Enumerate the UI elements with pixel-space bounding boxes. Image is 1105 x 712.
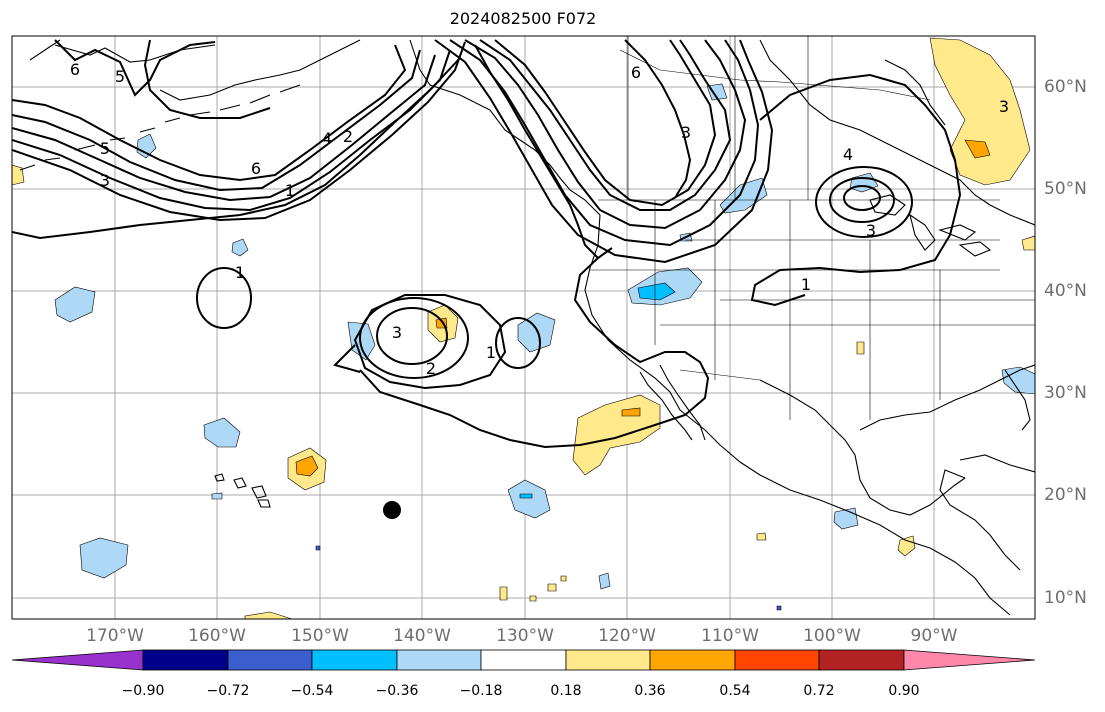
colorbar-segment xyxy=(818,649,905,671)
longitude-label: 120°W xyxy=(598,626,656,646)
contour-label: 1 xyxy=(486,343,496,362)
contour-label: 3 xyxy=(999,97,1009,116)
contour-label: 6 xyxy=(251,159,261,178)
longitude-label: 110°W xyxy=(701,626,759,646)
colorbar-extend-min xyxy=(11,649,144,671)
contour-label: 5 xyxy=(100,139,110,158)
contour-label: 1 xyxy=(801,275,811,294)
contour-label-group: 6 5 5 3 6 4 2 1 1 3 2 1 6 3 4 3 1 3 xyxy=(70,60,1009,378)
colorbar-tick-label: −0.54 xyxy=(290,683,334,699)
contour-label: 3 xyxy=(681,123,691,142)
storm-center-dot xyxy=(383,501,401,519)
contour-label: 5 xyxy=(115,67,125,86)
colorbar xyxy=(11,649,1036,671)
colorbar-tick-label: 0.72 xyxy=(803,683,835,699)
longitude-label: 160°W xyxy=(188,626,246,646)
contour-label: 4 xyxy=(322,129,332,148)
longitude-label: 90°W xyxy=(910,626,958,646)
latitude-label: 10°N xyxy=(1044,588,1087,608)
colorbar-segment xyxy=(396,649,482,671)
colorbar-segment xyxy=(649,649,736,671)
longitude-label: 170°W xyxy=(86,626,144,646)
contour-label: 1 xyxy=(285,181,295,200)
longitude-label: 130°W xyxy=(496,626,554,646)
latitude-label: 40°N xyxy=(1044,281,1087,301)
colorbar-segment xyxy=(480,649,567,671)
colorbar-tick-label: −0.72 xyxy=(206,683,250,699)
contour-label: 6 xyxy=(70,60,80,79)
contour-label: 2 xyxy=(426,359,436,378)
coastlines xyxy=(19,39,1035,616)
latitude-label: 30°N xyxy=(1044,383,1087,403)
contour-label: 4 xyxy=(843,145,853,164)
colorbar-segment xyxy=(227,649,313,671)
latitude-label: 50°N xyxy=(1044,179,1087,199)
longitude-label: 140°W xyxy=(393,626,451,646)
colorbar-tick-label: 0.90 xyxy=(888,683,920,699)
colorbar-tick-label: −0.90 xyxy=(121,683,165,699)
contour-label: 2 xyxy=(343,127,353,146)
contour-label: 3 xyxy=(866,221,876,240)
contour-label: 3 xyxy=(100,171,110,190)
colorbar-tick-label: −0.18 xyxy=(459,683,503,699)
colorbar-tick-label: 0.18 xyxy=(550,683,582,699)
longitude-label: 100°W xyxy=(803,626,861,646)
colorbar-segment xyxy=(734,649,820,671)
contour-label: 6 xyxy=(631,63,641,82)
map-frame xyxy=(11,35,1036,620)
colorbar-tick-label: −0.36 xyxy=(375,683,419,699)
longitude-label: 150°W xyxy=(291,626,349,646)
colorbar-tick-label: 0.54 xyxy=(719,683,751,699)
anomaly-shading xyxy=(12,37,1035,619)
contour-label: 1 xyxy=(235,263,245,282)
colorbar-extend-max xyxy=(903,649,1036,671)
colorbar-segment xyxy=(565,649,651,671)
contour-lines xyxy=(12,39,962,449)
colorbar-tick-label: 0.36 xyxy=(634,683,666,699)
latitude-label: 20°N xyxy=(1044,485,1087,505)
latitude-label: 60°N xyxy=(1044,77,1087,97)
map-title: 2024082500 F072 xyxy=(449,9,597,28)
contour-label: 3 xyxy=(392,323,402,342)
colorbar-segment xyxy=(311,649,398,671)
colorbar-segment xyxy=(142,649,229,671)
